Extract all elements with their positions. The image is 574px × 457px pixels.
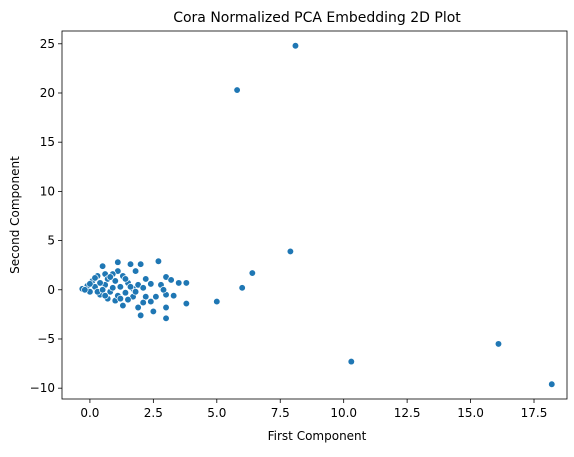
scatter-point: [142, 275, 150, 283]
y-tick-label: 0: [47, 283, 55, 297]
y-tick-label: 10: [40, 184, 55, 198]
scatter-point: [548, 380, 556, 388]
scatter-point: [139, 298, 147, 307]
scatter-point: [182, 279, 190, 287]
x-tick-label: 12.5: [394, 406, 421, 420]
scatter-point: [139, 284, 147, 292]
scatter-point: [152, 293, 160, 301]
scatter-point: [91, 274, 99, 282]
y-tick-label: −10: [30, 381, 55, 395]
scatter-point: [291, 42, 300, 50]
scatter-point: [213, 297, 221, 306]
scatter-point: [126, 260, 135, 268]
chart-title: Cora Normalized PCA Embedding 2D Plot: [173, 10, 461, 26]
scatter-point: [137, 260, 145, 268]
x-tick-label: 2.5: [144, 406, 163, 420]
scatter-point: [126, 283, 135, 291]
scatter-point: [131, 288, 140, 296]
scatter-point: [131, 267, 140, 275]
scatter-point: [119, 301, 127, 310]
scatter-point: [248, 269, 256, 277]
scatter-point: [182, 299, 190, 308]
scatter-point: [106, 273, 114, 281]
y-axis: −10 −5 0 5 10 15 20 25: [30, 37, 62, 395]
x-tick-label: 7.5: [271, 406, 290, 420]
scatter-point: [238, 284, 246, 292]
scatter-points: [78, 42, 556, 388]
scatter-point: [494, 340, 503, 348]
scatter-point: [111, 277, 119, 285]
scatter-point: [162, 314, 170, 322]
scatter-point: [121, 289, 130, 297]
scatter-point: [98, 262, 107, 270]
x-tick-label: 0.0: [80, 406, 99, 420]
y-tick-label: 20: [40, 86, 55, 100]
y-tick-label: 25: [40, 37, 55, 51]
scatter-point: [86, 280, 94, 288]
x-tick-label: 17.5: [521, 406, 548, 420]
scatter-point: [170, 292, 178, 300]
scatter-point: [147, 297, 155, 306]
scatter-point: [233, 86, 241, 94]
x-tick-label: 10.0: [330, 406, 357, 420]
scatter-point: [149, 307, 158, 316]
scatter-point: [286, 247, 295, 256]
x-axis-label: First Component: [268, 429, 367, 443]
scatter-point: [147, 280, 155, 288]
y-axis-label: Second Component: [8, 156, 22, 274]
x-tick-label: 5.0: [207, 406, 226, 420]
y-tick-label: 15: [40, 135, 55, 149]
scatter-point: [159, 286, 168, 294]
scatter-point: [347, 357, 355, 366]
scatter-point: [114, 258, 122, 266]
scatter-point: [116, 283, 125, 291]
x-tick-label: 15.0: [457, 406, 484, 420]
x-axis: 0.0 2.5 5.0 7.5 10.0 12.5 15.0 17.5: [80, 399, 547, 420]
scatter-point: [124, 295, 132, 304]
scatter-point: [121, 275, 130, 283]
scatter-point: [137, 311, 145, 320]
scatter-point: [96, 279, 104, 287]
scatter-point: [175, 279, 183, 287]
scatter-point: [162, 303, 170, 312]
scatter-point: [116, 294, 125, 303]
plot-frame: [61, 30, 568, 400]
scatter-point: [81, 286, 89, 294]
scatter-point: [134, 303, 142, 312]
scatter-point: [101, 292, 109, 300]
scatter-point: [109, 284, 117, 292]
y-tick-label: −5: [37, 332, 55, 346]
scatter-point: [167, 276, 175, 284]
y-tick-label: 5: [47, 234, 55, 248]
scatter-point: [154, 257, 163, 265]
